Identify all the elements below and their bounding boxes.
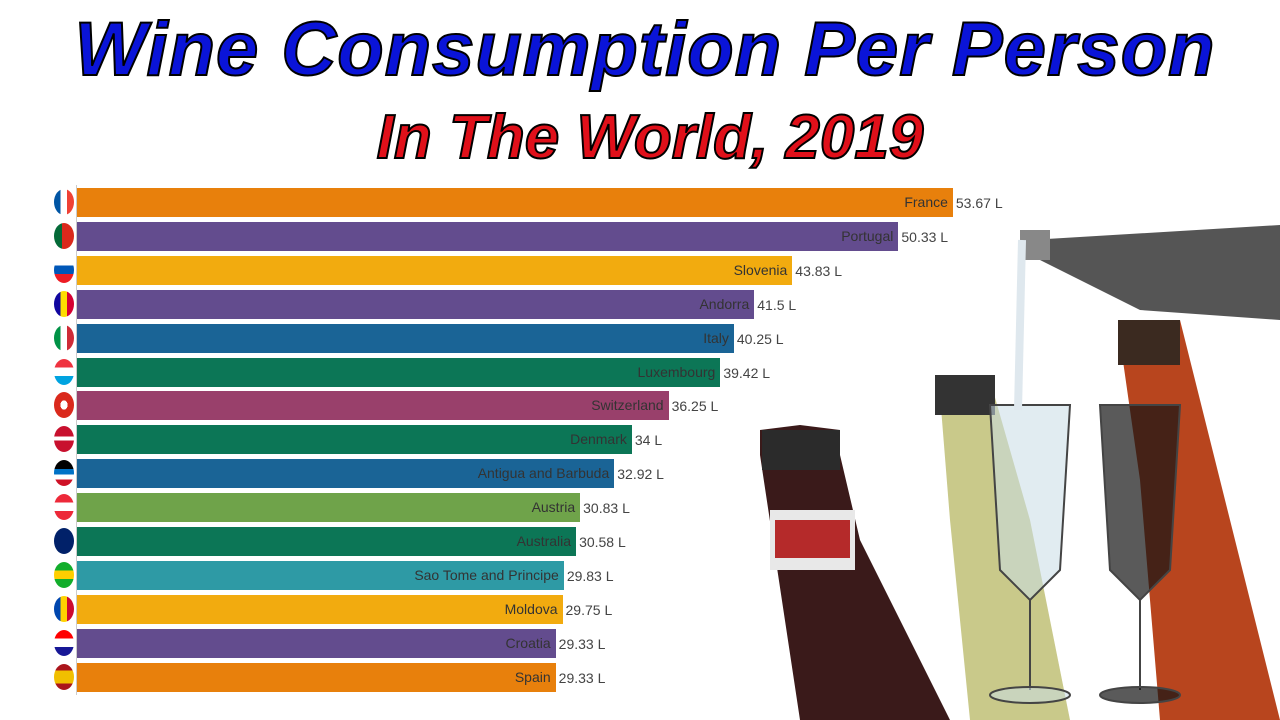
bar-category-label: Andorra bbox=[699, 295, 750, 312]
flag-icon bbox=[54, 358, 74, 385]
bar-value-label: 29.83 L bbox=[566, 567, 614, 584]
bar-category-label: Denmark bbox=[570, 431, 627, 448]
bar: Andorra bbox=[77, 289, 755, 319]
bar-value-label: 43.83 L bbox=[795, 262, 843, 279]
flag-icon bbox=[54, 256, 74, 283]
bar: Spain bbox=[77, 662, 556, 692]
flag-icon bbox=[54, 595, 74, 622]
flag-icon bbox=[54, 392, 74, 419]
bar-category-label: Switzerland bbox=[591, 397, 664, 414]
glass-right bbox=[1098, 404, 1182, 704]
bar: Switzerland bbox=[77, 391, 669, 421]
flag-icon bbox=[54, 189, 74, 215]
bar: Portugal bbox=[77, 221, 899, 251]
bar-value-label: 39.42 L bbox=[723, 364, 771, 381]
bar-value-label: 29.33 L bbox=[558, 635, 606, 652]
bar-category-label: Antigua and Barbuda bbox=[477, 465, 610, 482]
flag-icon bbox=[54, 290, 74, 317]
bar: Slovenia bbox=[77, 255, 793, 285]
bar-category-label: Luxembourg bbox=[637, 363, 716, 380]
bar-value-label: 50.33 L bbox=[901, 228, 949, 245]
chart-subtitle: In The World, 2019 bbox=[376, 102, 925, 173]
bar-value-label: 29.75 L bbox=[565, 601, 613, 618]
flag-icon bbox=[54, 561, 74, 588]
flag-icon bbox=[54, 222, 74, 249]
bar: Croatia bbox=[77, 628, 556, 658]
flag-icon bbox=[54, 460, 74, 487]
pouring-bottle bbox=[1020, 225, 1280, 320]
bar: Italy bbox=[77, 323, 734, 353]
bar-value-label: 41.5 L bbox=[757, 296, 797, 313]
bar-value-label: 29.33 L bbox=[558, 669, 606, 686]
flag-icon bbox=[54, 494, 74, 521]
bar-category-label: Croatia bbox=[505, 634, 551, 651]
bar: Antigua and Barbuda bbox=[77, 459, 615, 489]
bar: Sao Tome and Principe bbox=[77, 560, 564, 590]
bar-value-label: 32.92 L bbox=[617, 466, 664, 483]
bar-category-label: France bbox=[904, 194, 948, 210]
flag-icon bbox=[54, 629, 74, 656]
flag-icon bbox=[54, 324, 74, 351]
bar: Luxembourg bbox=[77, 357, 721, 387]
bottle-red bbox=[760, 425, 950, 720]
y-axis-line bbox=[76, 185, 77, 695]
bar-category-label: Portugal bbox=[841, 227, 894, 244]
bar: Moldova bbox=[77, 594, 563, 624]
bar-value-label: 36.25 L bbox=[671, 398, 719, 415]
bar-value-label: 30.58 L bbox=[579, 534, 626, 550]
bar-category-label: Slovenia bbox=[733, 261, 788, 278]
bar-value-label: 34 L bbox=[634, 432, 663, 449]
flag-icon bbox=[54, 528, 74, 554]
wine-stream bbox=[1014, 239, 1026, 411]
bar: Australia bbox=[77, 527, 577, 556]
bar-chart: France 53.67 L Portugal 50.33 L Slovenia 43.8… bbox=[0, 180, 1280, 720]
flag-icon bbox=[54, 426, 74, 453]
bar-category-label: Australia bbox=[516, 533, 572, 549]
flag-icon bbox=[54, 663, 74, 690]
bar-value-label: 53.67 L bbox=[955, 195, 1003, 211]
chart-title: Wine Consumption Per Person bbox=[73, 6, 1216, 93]
bar: Austria bbox=[77, 493, 581, 523]
bar-value-label: 30.83 L bbox=[583, 500, 630, 517]
bar-value-label: 40.25 L bbox=[736, 330, 784, 347]
bar-category-label: Spain bbox=[514, 668, 551, 685]
bar-category-label: Sao Tome and Principe bbox=[414, 566, 559, 583]
bar-category-label: Moldova bbox=[504, 600, 558, 617]
glass-left bbox=[988, 404, 1072, 704]
bar-category-label: Austria bbox=[531, 499, 576, 516]
bar: France bbox=[77, 188, 953, 217]
bar-category-label: Italy bbox=[703, 329, 729, 346]
bar: Denmark bbox=[77, 425, 632, 455]
wine-bottles-illustration bbox=[760, 225, 1280, 720]
